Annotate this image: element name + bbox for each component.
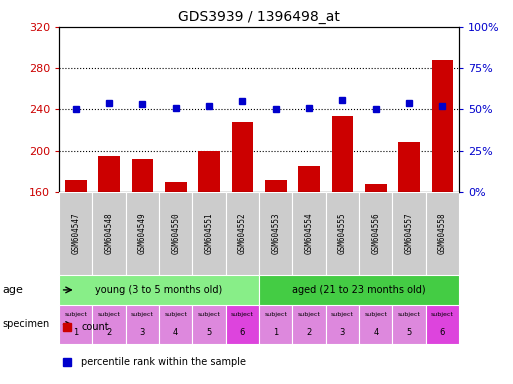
Text: subject: subject [131,312,154,318]
Text: GSM604554: GSM604554 [305,212,313,254]
Bar [65,180,87,192]
Text: GSM604557: GSM604557 [405,212,413,254]
Text: subject: subject [97,312,121,318]
Bar [359,305,392,344]
Bar [426,305,459,344]
Bar [131,159,153,192]
Bar [259,192,292,275]
Bar [426,192,459,275]
Text: GSM604558: GSM604558 [438,212,447,254]
Title: GDS3939 / 1396498_at: GDS3939 / 1396498_at [178,10,340,25]
Bar [226,192,259,275]
Text: subject: subject [198,312,221,318]
Bar [259,275,459,305]
Bar [92,305,126,344]
Bar [326,192,359,275]
Bar [231,122,253,192]
Text: subject: subject [231,312,254,318]
Text: young (3 to 5 months old): young (3 to 5 months old) [95,285,223,295]
Text: GSM604550: GSM604550 [171,212,180,254]
Bar [392,192,426,275]
Text: subject: subject [398,312,421,318]
Bar [98,156,120,192]
Text: 4: 4 [173,328,179,337]
Bar [331,116,353,192]
Bar [398,142,420,192]
Bar [392,305,426,344]
Bar [59,192,92,275]
Bar [59,275,259,305]
Bar [198,151,220,192]
Text: specimen: specimen [3,319,50,329]
Text: 1: 1 [273,328,279,337]
Text: GSM604555: GSM604555 [338,212,347,254]
Text: subject: subject [298,312,321,318]
Text: 3: 3 [140,328,145,337]
Text: GSM604549: GSM604549 [138,212,147,254]
Text: GSM604556: GSM604556 [371,212,380,254]
Text: 3: 3 [340,328,345,337]
Bar [265,180,287,192]
Bar [126,192,159,275]
Text: subject: subject [164,312,187,318]
Text: 5: 5 [406,328,412,337]
Bar [365,184,387,192]
Text: subject: subject [431,312,454,318]
Text: 6: 6 [240,328,245,337]
Bar [292,192,326,275]
Text: GSM604548: GSM604548 [105,212,113,254]
Text: GSM604553: GSM604553 [271,212,280,254]
Text: GSM604547: GSM604547 [71,212,80,254]
Text: GSM604552: GSM604552 [238,212,247,254]
Text: subject: subject [64,312,87,318]
Text: 4: 4 [373,328,379,337]
Bar [59,305,92,344]
Text: aged (21 to 23 months old): aged (21 to 23 months old) [292,285,426,295]
Text: subject: subject [264,312,287,318]
Text: 6: 6 [440,328,445,337]
Bar [126,305,159,344]
Bar [159,305,192,344]
Text: age: age [3,285,24,295]
Text: subject: subject [331,312,354,318]
Bar [359,192,392,275]
Bar [192,305,226,344]
Bar [431,60,453,192]
Text: count: count [81,322,109,332]
Bar [159,192,192,275]
Text: 5: 5 [206,328,212,337]
Bar [292,305,326,344]
Text: 1: 1 [73,328,78,337]
Text: subject: subject [364,312,387,318]
Bar [226,305,259,344]
Text: percentile rank within the sample: percentile rank within the sample [81,357,246,367]
Text: GSM604551: GSM604551 [205,212,213,254]
Bar [165,182,187,192]
Bar [298,166,320,192]
Bar [192,192,226,275]
Text: 2: 2 [106,328,112,337]
Bar [259,305,292,344]
Bar [92,192,126,275]
Bar [326,305,359,344]
Text: 2: 2 [306,328,312,337]
